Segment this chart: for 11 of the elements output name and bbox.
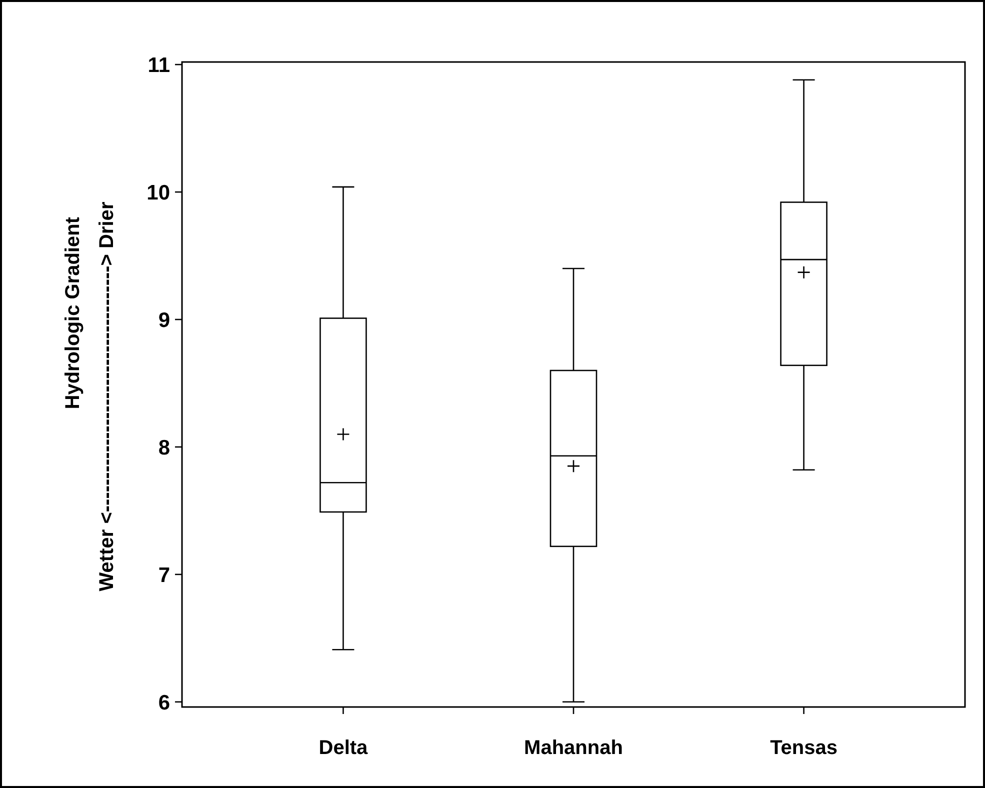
y-tick-label: 9: [158, 308, 170, 332]
y-tick-label: 6: [158, 691, 170, 714]
y-tick-label: 8: [158, 436, 170, 460]
text: Wetter <-------------------------------------> Drier: [96, 202, 118, 592]
y-axis-title: Hydrologic Gradient: [62, 216, 84, 410]
x-tick-label: Tensas: [770, 737, 838, 759]
x-tick-label: Mahannah: [524, 737, 623, 759]
y-tick-label: 10: [146, 181, 170, 204]
y-tick-label: 11: [148, 54, 170, 77]
x-tick-label: Delta: [318, 737, 369, 759]
y-tick-label: 7: [158, 564, 170, 587]
